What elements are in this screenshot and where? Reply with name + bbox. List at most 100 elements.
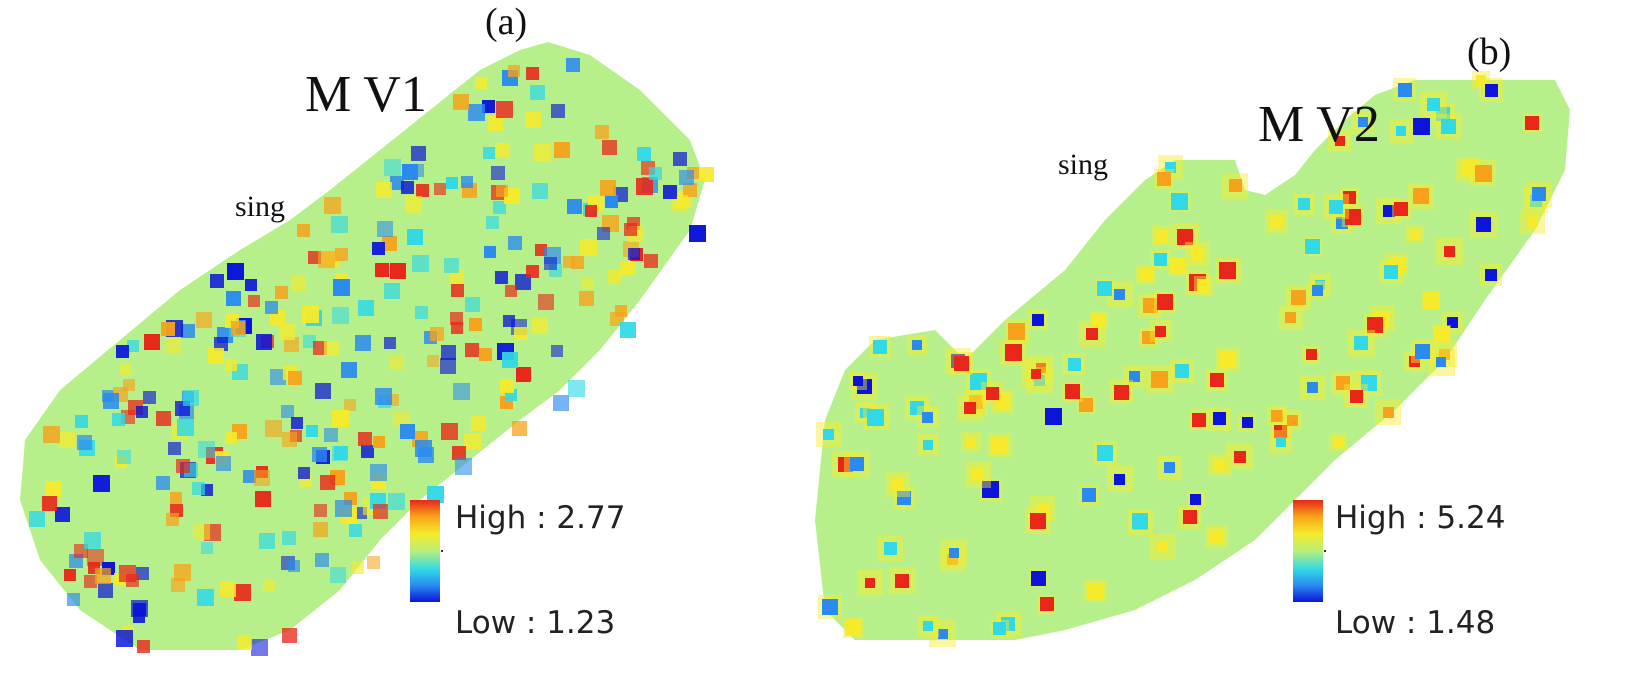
raster-cell xyxy=(1354,336,1368,350)
raster-cell xyxy=(335,500,352,517)
raster-cell xyxy=(1045,408,1062,425)
raster-cell xyxy=(1157,172,1171,186)
raster-cell xyxy=(170,492,182,504)
raster-cell xyxy=(1036,363,1046,373)
raster-cell xyxy=(177,419,194,436)
raster-map-a xyxy=(20,42,714,656)
raster-cell xyxy=(1441,119,1456,134)
raster-cell xyxy=(1170,258,1186,274)
raster-cell xyxy=(251,639,268,656)
raster-cell xyxy=(335,248,348,261)
raster-cell xyxy=(333,279,350,296)
raster-cell xyxy=(168,442,181,455)
raster-cell xyxy=(637,147,651,161)
raster-cell xyxy=(461,176,473,188)
raster-cell xyxy=(324,341,339,356)
raster-cell xyxy=(1092,314,1105,327)
raster-cell xyxy=(255,491,271,507)
raster-cell xyxy=(991,437,1008,454)
raster-cell xyxy=(1462,165,1473,176)
raster-cell xyxy=(595,125,609,139)
raster-cell xyxy=(412,255,429,272)
legend-mid-tick-a xyxy=(441,550,443,552)
raster-cell xyxy=(245,279,257,291)
raster-cell xyxy=(1475,165,1492,182)
raster-cell xyxy=(45,481,61,497)
raster-cell xyxy=(453,383,470,400)
raster-cell xyxy=(982,481,999,498)
raster-cell xyxy=(440,358,456,374)
raster-cell xyxy=(1139,268,1153,282)
raster-cell xyxy=(1413,188,1429,204)
raster-cell xyxy=(237,635,252,650)
raster-cell xyxy=(248,295,260,307)
raster-cell xyxy=(508,65,520,77)
raster-cell xyxy=(434,183,446,195)
map-title-a: M V1 xyxy=(305,66,427,123)
raster-cell xyxy=(1396,126,1406,136)
raster-cell xyxy=(1383,205,1395,217)
raster-cell xyxy=(282,531,296,545)
raster-cell xyxy=(1312,285,1323,296)
raster-cell xyxy=(116,345,129,358)
raster-cell xyxy=(401,181,414,194)
raster-cell xyxy=(193,523,210,540)
raster-cell xyxy=(620,261,634,275)
raster-cell xyxy=(910,401,924,415)
raster-cell xyxy=(131,600,148,617)
raster-cell xyxy=(373,436,385,448)
raster-map-b xyxy=(815,71,1570,647)
raster-cell xyxy=(1333,437,1343,447)
raster-cell xyxy=(1335,136,1345,146)
raster-cell xyxy=(1291,290,1306,305)
raster-cell xyxy=(450,312,463,325)
place-label-a: sing xyxy=(235,190,286,223)
raster-cell xyxy=(1129,371,1140,382)
raster-cell xyxy=(84,532,101,549)
raster-cell xyxy=(1086,328,1098,340)
map-panel-b: (b) M V2 sing High : 5.24 Low : 1.48 xyxy=(815,0,1630,695)
raster-cell xyxy=(352,562,364,574)
raster-cell xyxy=(1229,179,1242,192)
raster-cell xyxy=(1005,344,1022,361)
raster-cell xyxy=(214,337,228,351)
raster-cell xyxy=(1034,375,1045,386)
raster-cell xyxy=(1040,597,1054,611)
raster-cell xyxy=(964,402,976,414)
raster-cell xyxy=(986,387,999,400)
raster-cell xyxy=(341,362,357,378)
raster-cell xyxy=(1065,384,1080,399)
raster-cell xyxy=(358,300,374,316)
raster-cell xyxy=(954,356,969,371)
raster-cell xyxy=(663,185,677,199)
raster-cell xyxy=(1525,116,1539,130)
raster-cell xyxy=(1158,542,1168,552)
raster-cell xyxy=(502,352,518,368)
raster-cell xyxy=(231,321,245,335)
raster-cell xyxy=(324,428,338,442)
raster-cell xyxy=(119,565,136,582)
raster-cell xyxy=(98,583,113,598)
raster-cell xyxy=(597,227,610,240)
raster-cell xyxy=(384,159,401,176)
raster-cell xyxy=(137,640,150,653)
raster-cell xyxy=(331,216,348,233)
raster-cell xyxy=(822,599,838,615)
raster-cell xyxy=(483,147,495,159)
raster-cell xyxy=(303,335,316,348)
raster-cell xyxy=(532,183,548,199)
raster-cell xyxy=(284,337,299,352)
raster-cell xyxy=(683,183,697,197)
raster-cell xyxy=(156,476,170,490)
raster-cell xyxy=(226,291,241,306)
raster-cell xyxy=(390,176,404,190)
raster-cell xyxy=(486,216,499,229)
raster-cell xyxy=(377,221,393,237)
raster-cell xyxy=(196,312,212,328)
raster-cell xyxy=(275,286,288,299)
raster-cell xyxy=(1192,413,1206,427)
place-label-b: sing xyxy=(1058,148,1109,181)
raster-cell xyxy=(1175,364,1189,378)
raster-cell xyxy=(1008,323,1025,340)
raster-cell xyxy=(1088,583,1104,599)
